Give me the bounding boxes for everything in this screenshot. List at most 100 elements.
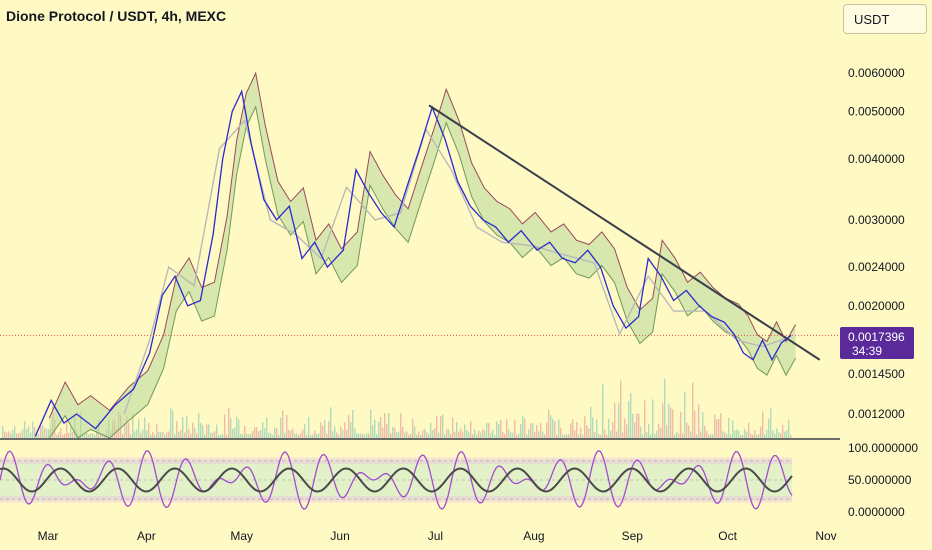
volume-bar [672,409,674,438]
volume-bar [324,420,326,438]
volume-bar [44,428,46,438]
volume-bar [386,423,388,438]
volume-bar [252,430,254,438]
volume-bar [294,433,296,438]
volume-bar [236,416,238,438]
volume-bar [194,427,196,438]
volume-bar [314,430,316,438]
oscillator-pane [0,450,793,510]
volume-bar [712,434,714,438]
volume-bar [436,415,438,438]
volume-bar [606,434,608,438]
volume-bar [404,432,406,438]
volume-bar [350,421,352,438]
volume-bar [240,434,242,438]
volume-bar [190,433,192,438]
volume-bar [362,433,364,438]
volume-bar [354,428,356,438]
volume-bar [330,407,332,438]
volume-bar [552,418,554,438]
volume-bar [124,423,126,438]
volume-bar [36,432,38,438]
volume-bar [618,403,620,438]
volume-bar [382,427,384,438]
volume-bar [440,416,442,438]
volume-bar [356,433,358,438]
volume-bar [226,435,228,438]
volume-bar [470,420,472,438]
volume-bar [754,430,756,438]
volume-bar [38,433,40,438]
volume-bar [420,435,422,438]
volume-bar [406,431,408,438]
volume-bar [274,427,276,438]
time-tick-label: Sep [622,529,644,543]
volume-bar [170,408,172,438]
time-tick-label: Aug [523,529,544,543]
volume-bar [678,433,680,438]
volume-bar [162,432,164,438]
volume-bar [734,430,736,438]
volume-bar [724,432,726,438]
volume-bar [680,411,682,438]
price-axis: 0.0060000 0.0050000 0.0040000 0.0030000 0.00… [848,66,905,421]
volume-bar [138,419,140,438]
volume-bar [178,431,180,438]
cloud-band [49,73,796,438]
volume-bar [542,431,544,438]
volume-bar [720,413,722,438]
volume-bar [90,433,92,438]
volume-bar [594,432,596,438]
trendline[interactable] [428,104,821,361]
volume-bar [22,429,24,438]
volume-bar [772,430,774,438]
volume-bar [346,429,348,438]
volume-bar [246,434,248,438]
volume-bar [786,430,788,438]
volume-bar [160,432,162,438]
volume-bar [472,434,474,438]
volume-bar [200,422,202,438]
volume-bar [648,424,650,438]
volume-bar [262,422,264,438]
volume-bar [328,420,330,438]
volume-bar [620,380,622,438]
volume-bar [202,425,204,438]
volume-bar [230,418,232,438]
volume-bar [392,426,394,438]
oscillator-tick-label: 50.0000000 [848,473,912,487]
volume-bar [574,430,576,438]
volume-bar [496,421,498,438]
volume-bar [322,425,324,438]
volume-bar [278,434,280,438]
volume-bar [536,424,538,438]
volume-bar [696,434,698,438]
volume-bar [304,424,306,438]
volume-bar [548,409,550,438]
volume-bar [206,424,208,438]
volume-bar [12,429,14,438]
volume-bar [576,422,578,438]
volume-bar [468,432,470,438]
volume-bar [742,435,744,438]
volume-bar [376,434,378,438]
volume-bar [762,411,764,438]
volume-bar [498,424,500,438]
volume-bar [208,424,210,438]
volume-bar [66,422,68,438]
volume-bar [422,430,424,438]
volume-bar [302,429,304,438]
volume-bar [692,382,694,438]
volume-bar [426,432,428,438]
currency-button[interactable]: USDT [843,4,927,34]
volume-bar [636,413,638,438]
oscillator-line-slow [0,467,793,493]
volume-bar [156,424,158,438]
volume-bar [454,432,456,438]
price-tick-label: 0.0012000 [848,407,905,421]
volume-bar [522,415,524,438]
volume-bar [788,419,790,438]
volume-bar [284,432,286,438]
volume-bar [10,433,12,438]
